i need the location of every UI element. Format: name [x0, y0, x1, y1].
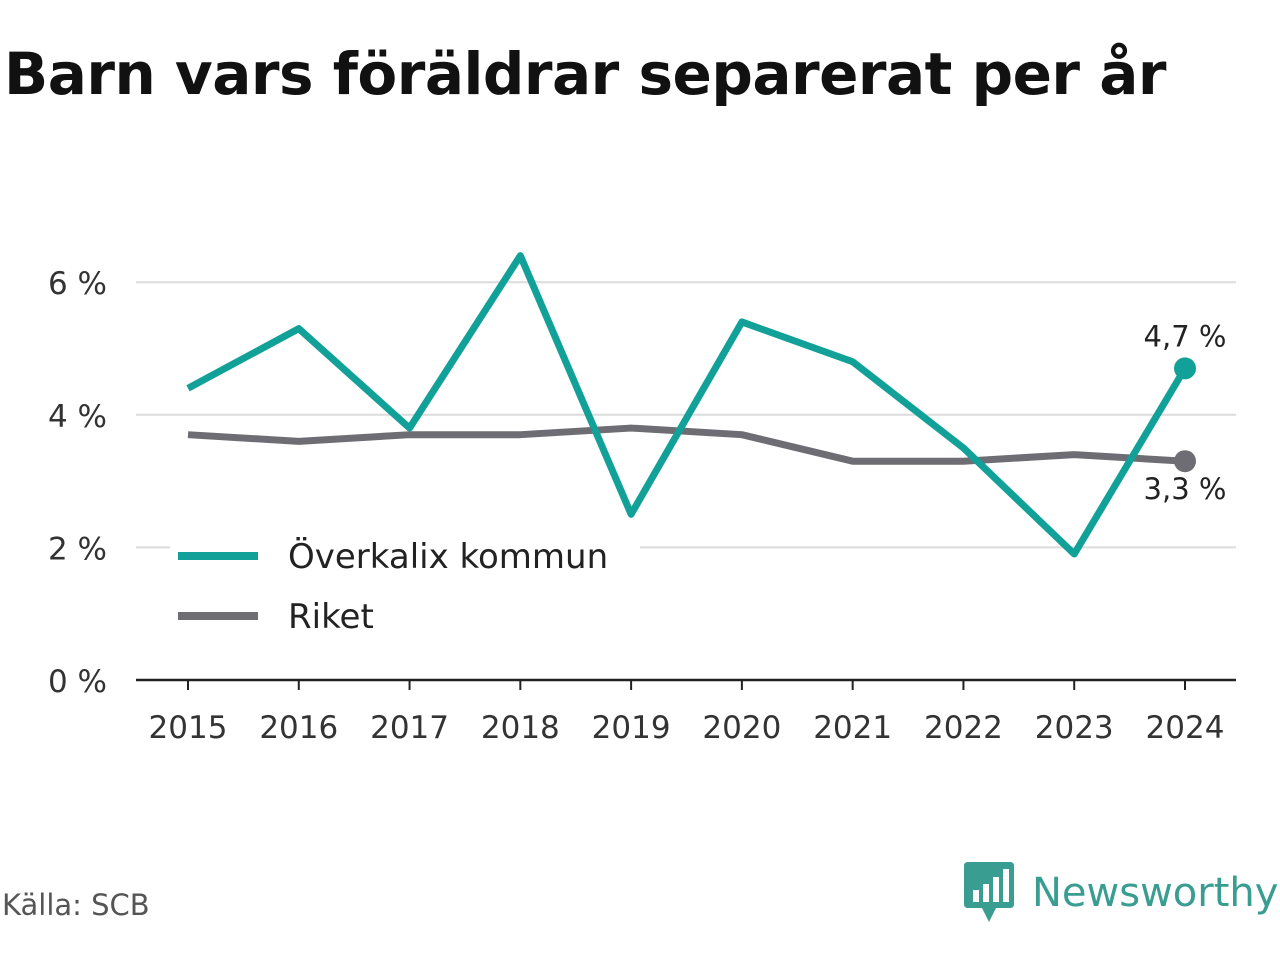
x-tick-label: 2020: [702, 710, 781, 746]
brand-logo: Newsworthy: [964, 862, 1278, 924]
x-tick-label: 2021: [813, 710, 892, 746]
y-tick-label: 2 %: [48, 531, 107, 567]
source-note: Källa: SCB: [2, 888, 150, 922]
series-lines: [186, 252, 1196, 558]
end-value-label: 4,7 %: [1144, 319, 1227, 353]
x-axis: 2015 2016 2017 2018 2019 2020 2021 2022 2023 2024: [136, 678, 1236, 746]
x-tick-label: 2023: [1035, 710, 1114, 746]
series-line: [186, 252, 1189, 558]
x-tick-label: 2022: [924, 710, 1003, 746]
x-tick-label: 2024: [1146, 710, 1225, 746]
x-tick-label: 2019: [592, 710, 671, 746]
y-tick-label: 0 %: [48, 664, 107, 700]
x-tick-label: 2015: [149, 710, 228, 746]
x-tick-label: 2016: [259, 710, 338, 746]
end-value-label: 3,3 %: [1144, 472, 1227, 506]
x-tick-label: 2017: [370, 710, 449, 746]
legend: Överkalix kommun Riket: [170, 530, 640, 642]
brand-name: Newsworthy: [1032, 870, 1279, 916]
series-line: [187, 424, 1186, 465]
chart-title: Barn vars föräldrar separerat per år: [4, 40, 1166, 108]
series-end-point: [1174, 450, 1196, 473]
legend-label: Överkalix kommun: [288, 536, 608, 577]
series-end-point: [1174, 357, 1196, 380]
y-axis: 0 % 2 % 4 % 6 %: [48, 266, 107, 700]
y-tick-label: 6 %: [48, 266, 107, 302]
legend-label: Riket: [288, 597, 374, 637]
x-tick-label: 2018: [481, 710, 560, 746]
y-tick-label: 4 %: [48, 399, 107, 435]
end-labels: 4,7 % 3,3 %: [1144, 319, 1227, 506]
newsworthy-logo-icon: [964, 862, 1014, 922]
